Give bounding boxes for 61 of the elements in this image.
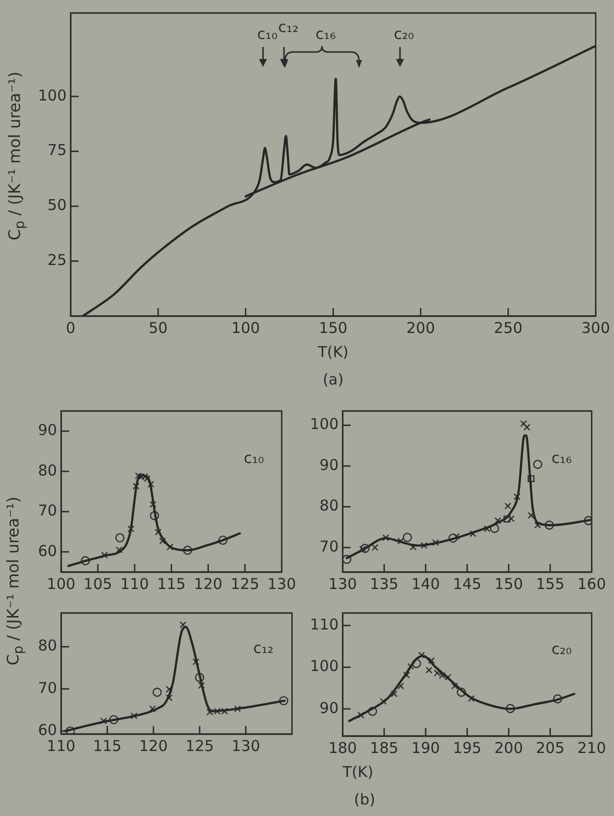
x-tick-label: 130 [267, 574, 296, 593]
x-tick-label: 125 [230, 574, 260, 593]
y-tick-label: 80 [320, 496, 339, 515]
y-tick-label: 100 [310, 657, 339, 676]
x-tick-label: 115 [157, 574, 186, 593]
y-tick-label: 75 [48, 141, 67, 160]
x-tick-label: 300 [581, 318, 610, 337]
x-tick-label: 130 [231, 736, 260, 755]
x-tick-label: 210 [577, 738, 606, 757]
y-tick-label: 100 [310, 415, 339, 434]
x-tick-label: 110 [120, 574, 149, 593]
text: c₂₀ [551, 640, 572, 658]
x-tick-label: 145 [452, 574, 482, 593]
text: (b) [354, 790, 376, 808]
x-axis-title: T(K) [342, 762, 374, 781]
y-tick-label: 110 [310, 615, 339, 634]
y-tick-label: 90 [320, 456, 339, 474]
y-tick-label: 70 [38, 678, 58, 697]
annotation: c₁₂ [278, 18, 298, 36]
x-tick-label: 120 [139, 736, 168, 755]
x-tick-label: 140 [411, 574, 440, 593]
text: c₁₆ [551, 449, 572, 468]
annotation: c₂₀ [394, 25, 414, 43]
y-tick-label: 70 [38, 502, 58, 520]
x-tick-label: 200 [494, 738, 523, 757]
x-tick-label: 185 [370, 738, 398, 757]
x-tick-label: 105 [84, 574, 112, 593]
x-tick-label: 120 [194, 574, 222, 593]
x-tick-label: 190 [411, 738, 440, 757]
x-tick-label: 100 [231, 318, 260, 337]
x-tick-label: 200 [406, 318, 435, 337]
x-tick-label: 50 [148, 318, 168, 337]
x-tick-label: 135 [370, 574, 398, 593]
y-tick-label: 50 [48, 196, 67, 214]
x-tick-label: 115 [92, 736, 122, 755]
y-tick-label: 70 [320, 537, 339, 556]
y-tick-label: 80 [38, 636, 58, 655]
x-tick-label: 155 [536, 574, 564, 593]
x-tick-label: 205 [536, 738, 564, 757]
text: (a) [322, 370, 344, 388]
y-tick-label: 25 [48, 251, 67, 269]
text: c₁₀ [244, 449, 264, 468]
x-tick-label: 150 [318, 318, 348, 337]
x-tick-label: 250 [494, 318, 522, 337]
text: c₁₂ [253, 639, 274, 658]
x-tick-label: 125 [185, 736, 214, 755]
annotation: c₁₆ [315, 25, 336, 43]
y-tick-label: 100 [38, 86, 67, 104]
x-tick-label: 130 [328, 574, 357, 593]
y-tick-label: 90 [320, 698, 339, 717]
x-tick-label: 160 [577, 574, 606, 593]
annotation: c₁₀ [257, 25, 278, 43]
x-tick-label: 150 [494, 574, 523, 593]
x-tick-label: 0 [66, 318, 76, 337]
y-tick-label: 60 [38, 542, 58, 560]
y-tick-label: 90 [38, 421, 58, 440]
y-tick-label: 60 [38, 720, 58, 739]
y-tick-label: 80 [38, 461, 58, 480]
x-tick-label: 180 [328, 738, 357, 757]
x-axis-title: T(K) [316, 342, 349, 361]
x-tick-label: 195 [452, 738, 482, 757]
